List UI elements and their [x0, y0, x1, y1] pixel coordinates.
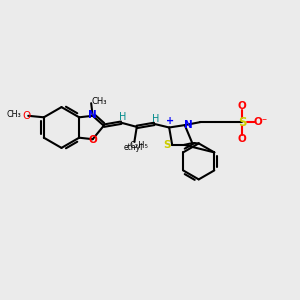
- Text: O: O: [22, 111, 31, 121]
- Text: +: +: [166, 116, 174, 126]
- Text: S: S: [238, 116, 247, 129]
- Text: CH₃: CH₃: [92, 97, 107, 106]
- Text: S: S: [164, 140, 171, 150]
- Text: C₂H₅: C₂H₅: [130, 141, 148, 150]
- Text: N: N: [184, 119, 193, 130]
- Text: H: H: [119, 112, 126, 122]
- Text: O: O: [238, 100, 247, 111]
- Text: ethyl: ethyl: [123, 143, 142, 152]
- Text: O⁻: O⁻: [253, 117, 268, 127]
- Text: O: O: [238, 134, 247, 144]
- Text: O: O: [89, 135, 98, 145]
- Text: CH₃: CH₃: [7, 110, 21, 119]
- Text: H: H: [152, 113, 159, 124]
- Text: N: N: [88, 110, 96, 120]
